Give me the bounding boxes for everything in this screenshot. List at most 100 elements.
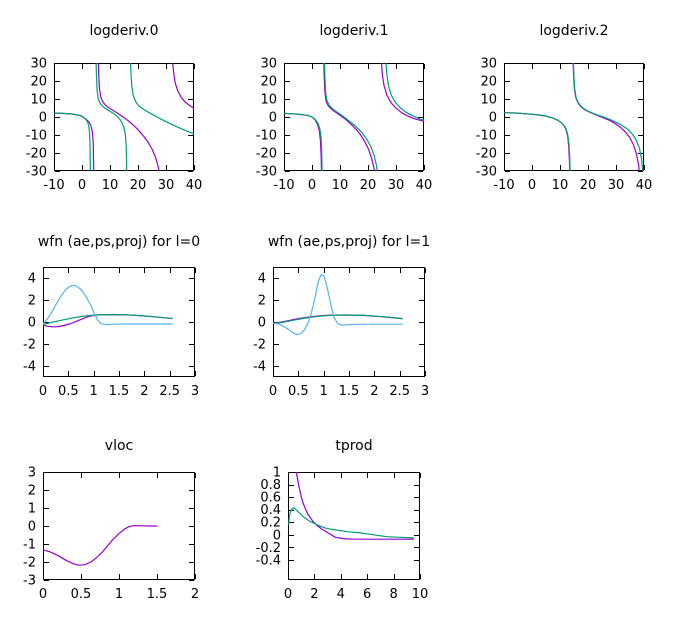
x-tick-label: 40 [636, 178, 653, 193]
x-tick-label: 20 [580, 178, 597, 193]
series-ps-line-0 [284, 112, 323, 171]
y-tick-label: 10 [260, 93, 277, 108]
y-tick-label: 0 [273, 528, 281, 543]
y-tick-label: 30 [480, 57, 497, 72]
series-proj-line-0 [273, 274, 403, 336]
x-tick-label: 2.5 [389, 384, 410, 399]
y-tick-label: 0 [28, 520, 36, 535]
y-tick-label: 0.4 [260, 503, 281, 518]
y-tick-label: 2 [28, 294, 36, 309]
plot-border [284, 63, 424, 171]
plot-border [43, 472, 195, 580]
series-tprod-l0-line-0 [295, 472, 414, 540]
vloc-canvas: vloc 0 0.5 1 1.5 2 3 2 1 0 -1 -2 -3 [23, 438, 199, 602]
y-tick-label: 10 [480, 93, 497, 108]
subplot-logderiv-0: logderiv.0 -10 0 10 20 30 40 30 20 10 0 -10 -20 -30 [0, 0, 230, 204]
x-tick-label: 10 [332, 178, 349, 193]
plot-title: logderiv.1 [319, 23, 388, 39]
series-ps-line-1 [572, 63, 640, 171]
x-tick-label: 2 [310, 587, 318, 602]
x-tick-label: 1.5 [147, 587, 168, 602]
y-tick-label: 0 [258, 316, 266, 331]
x-tick-label: 8 [389, 587, 397, 602]
y-tick-label: 0 [489, 111, 497, 126]
series-ps-line-1 [97, 63, 160, 171]
x-tick-label: 2 [370, 384, 378, 399]
x-tick-label: 0 [528, 178, 536, 193]
x-tick-label: 1 [115, 587, 123, 602]
y-tick-label: 10 [30, 93, 47, 108]
series-ae-line-0 [284, 112, 323, 171]
x-tick-label: 30 [158, 178, 175, 193]
y-tick-label: 20 [30, 75, 47, 90]
series-ae-line-1 [323, 63, 378, 171]
series-proj-line-0 [43, 285, 173, 326]
y-tick-label: 2 [258, 294, 266, 309]
y-tick-label: -30 [476, 165, 497, 180]
y-tick-label: -20 [26, 147, 47, 162]
wfn-l0-canvas: wfn (ae,ps,proj) for l=0 0 0.5 1 1.5 2 2.5 3 4 2 0… [23, 234, 200, 399]
plot-title: tprod [335, 438, 372, 454]
plot-border [43, 267, 195, 377]
x-tick-label: 0 [39, 587, 47, 602]
x-tick-label: 0 [78, 178, 86, 193]
logderiv-0-canvas: logderiv.0 -10 0 10 20 30 40 30 20 10 0 -10 -20 -30 [26, 23, 203, 193]
x-tick-label: 0.5 [58, 384, 79, 399]
plot-border [288, 472, 420, 580]
x-tick-label: 20 [360, 178, 377, 193]
y-tick-label: -20 [256, 147, 277, 162]
subplot-wfn-l0: wfn (ae,ps,proj) for l=0 0 0.5 1 1.5 2 2.5 3 4 2 0… [0, 204, 230, 414]
subplot-logderiv-2: logderiv.2 -10 0 10 20 30 40 30 20 10 0 -10 -20 -30 [450, 0, 680, 204]
series-ae-line-0 [43, 313, 173, 326]
y-tick-label: -30 [256, 165, 277, 180]
x-tick-label: 1.5 [109, 384, 130, 399]
y-tick-label: -1 [23, 538, 36, 553]
y-tick-label: -2 [23, 556, 36, 571]
y-tick-label: 0.6 [260, 491, 281, 506]
y-tick-label: -2 [253, 338, 266, 353]
x-tick-label: 10 [552, 178, 569, 193]
series-ae-line-1 [95, 63, 128, 171]
plot-border [273, 267, 425, 377]
y-tick-label: -0.4 [256, 553, 281, 568]
y-tick-label: 4 [28, 272, 36, 287]
series-ps-line-2 [380, 63, 424, 122]
x-tick-label: 4 [337, 587, 345, 602]
x-tick-label: 0.5 [71, 587, 92, 602]
wfn-l1-canvas: wfn (ae,ps,proj) for l=1 0 0.5 1 1.5 2 2.5 3 4 2 0… [253, 234, 430, 399]
subplot-logderiv-1: logderiv.1 -10 0 10 20 30 40 30 20 10 0 -10 -20 -30 [230, 0, 460, 204]
x-tick-label: 3 [191, 384, 199, 399]
y-tick-label: -0.2 [256, 541, 281, 556]
plot-title: logderiv.0 [89, 23, 158, 39]
series-ae-line-2 [385, 63, 424, 121]
plot-title: wfn (ae,ps,proj) for l=0 [38, 234, 200, 250]
plot-border [54, 63, 194, 171]
y-tick-label: 0.2 [260, 516, 281, 531]
x-tick-label: 1.5 [339, 384, 360, 399]
x-tick-label: 10 [412, 587, 429, 602]
plot-title: wfn (ae,ps,proj) for l=1 [268, 234, 430, 250]
y-tick-label: 20 [480, 75, 497, 90]
x-tick-label: 2.5 [159, 384, 180, 399]
x-tick-label: 20 [130, 178, 147, 193]
y-tick-label: 0 [269, 111, 277, 126]
plot-title: vloc [105, 438, 133, 454]
y-tick-label: -20 [476, 147, 497, 162]
plot-title: logderiv.2 [539, 23, 608, 39]
x-tick-label: -10 [273, 178, 294, 193]
x-tick-label: 2 [191, 587, 199, 602]
y-tick-label: 30 [30, 57, 47, 72]
y-tick-label: 20 [260, 75, 277, 90]
y-tick-label: 1 [273, 466, 281, 481]
x-tick-label: 3 [421, 384, 429, 399]
y-tick-label: -10 [476, 129, 497, 144]
y-tick-label: -30 [26, 165, 47, 180]
series-ae-line-2 [129, 63, 194, 135]
subplot-wfn-l1: wfn (ae,ps,proj) for l=1 0 0.5 1 1.5 2 2.5 3 4 2 0… [230, 204, 460, 414]
x-tick-label: 0.5 [288, 384, 309, 399]
series-vloc-line-0 [43, 524, 158, 566]
y-tick-label: -4 [253, 360, 266, 375]
y-tick-label: 1 [28, 502, 36, 517]
x-tick-label: 0 [269, 384, 277, 399]
